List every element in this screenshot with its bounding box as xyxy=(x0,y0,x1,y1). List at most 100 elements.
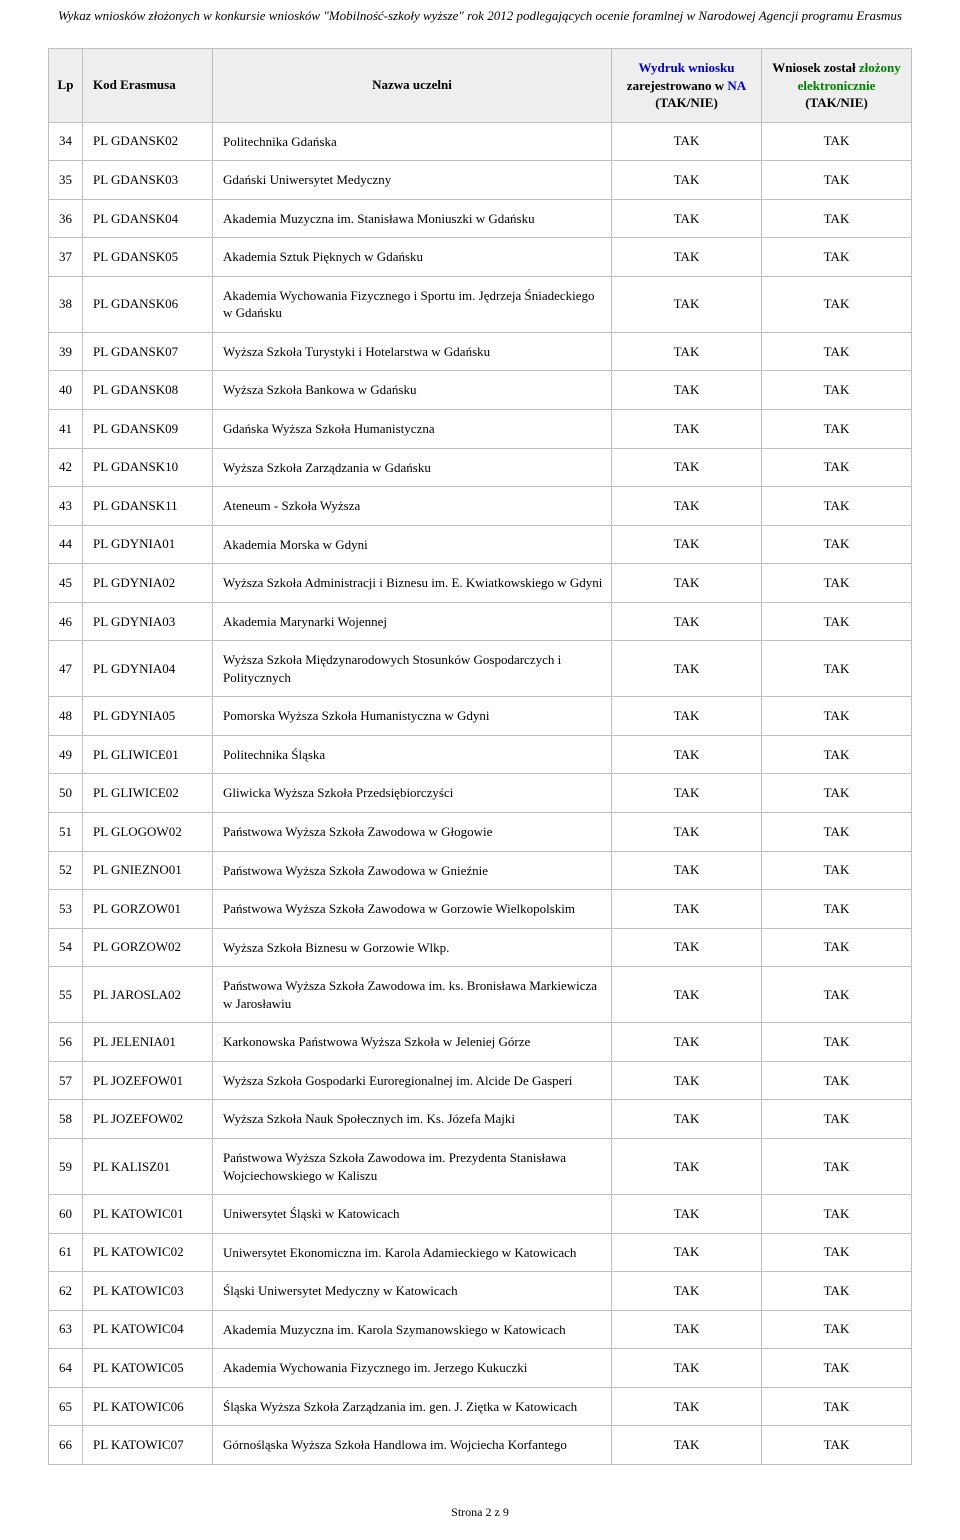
cell-code: PL GDYNIA05 xyxy=(83,697,213,736)
cell-printout: TAK xyxy=(612,967,762,1023)
cell-code: PL KATOWIC06 xyxy=(83,1387,213,1426)
cell-lp: 65 xyxy=(49,1387,83,1426)
cell-electronic: TAK xyxy=(762,813,912,852)
cell-code: PL GDYNIA03 xyxy=(83,602,213,641)
cell-printout: TAK xyxy=(612,1138,762,1194)
table-header: Lp Kod Erasmusa Nazwa uczelni Wydruk wni… xyxy=(49,49,912,123)
header-printout-l1: Wydruk wniosku xyxy=(639,60,735,75)
cell-lp: 34 xyxy=(49,122,83,161)
cell-name: Wyższa Szkoła Gospodarki Euroregionalnej… xyxy=(213,1061,612,1100)
table-row: 65PL KATOWIC06Śląska Wyższa Szkoła Zarzą… xyxy=(49,1387,912,1426)
cell-lp: 41 xyxy=(49,410,83,449)
cell-code: PL GORZOW01 xyxy=(83,890,213,929)
cell-printout: TAK xyxy=(612,928,762,967)
cell-code: PL JOZEFOW01 xyxy=(83,1061,213,1100)
cell-electronic: TAK xyxy=(762,641,912,697)
cell-lp: 36 xyxy=(49,199,83,238)
cell-code: PL GLOGOW02 xyxy=(83,813,213,852)
cell-lp: 60 xyxy=(49,1195,83,1234)
cell-name: Wyższa Szkoła Nauk Społecznych im. Ks. J… xyxy=(213,1100,612,1139)
cell-electronic: TAK xyxy=(762,890,912,929)
table-row: 64PL KATOWIC05Akademia Wychowania Fizycz… xyxy=(49,1349,912,1388)
cell-printout: TAK xyxy=(612,813,762,852)
table-row: 61PL KATOWIC02Uniwersytet Ekonomiczna im… xyxy=(49,1233,912,1272)
cell-lp: 45 xyxy=(49,564,83,603)
header-printout-l3: (TAK/NIE) xyxy=(655,95,718,110)
header-code: Kod Erasmusa xyxy=(83,49,213,123)
cell-name: Pomorska Wyższa Szkoła Humanistyczna w G… xyxy=(213,697,612,736)
table-row: 35PL GDANSK03Gdański Uniwersytet Medyczn… xyxy=(49,161,912,200)
cell-electronic: TAK xyxy=(762,1195,912,1234)
cell-code: PL GORZOW02 xyxy=(83,928,213,967)
cell-name: Wyższa Szkoła Zarządzania w Gdańsku xyxy=(213,448,612,487)
cell-name: Politechnika Gdańska xyxy=(213,122,612,161)
cell-printout: TAK xyxy=(612,602,762,641)
table-row: 49PL GLIWICE01Politechnika ŚląskaTAKTAK xyxy=(49,735,912,774)
cell-lp: 59 xyxy=(49,1138,83,1194)
cell-name: Akademia Wychowania Fizycznego im. Jerze… xyxy=(213,1349,612,1388)
cell-lp: 62 xyxy=(49,1272,83,1311)
cell-printout: TAK xyxy=(612,1387,762,1426)
cell-code: PL GDANSK07 xyxy=(83,332,213,371)
cell-code: PL GDANSK08 xyxy=(83,371,213,410)
cell-name: Górnośląska Wyższa Szkoła Handlowa im. W… xyxy=(213,1426,612,1465)
header-electronic-l3: (TAK/NIE) xyxy=(805,95,868,110)
table-row: 48PL GDYNIA05Pomorska Wyższa Szkoła Huma… xyxy=(49,697,912,736)
table-row: 34PL GDANSK02Politechnika GdańskaTAKTAK xyxy=(49,122,912,161)
table-row: 58PL JOZEFOW02Wyższa Szkoła Nauk Społecz… xyxy=(49,1100,912,1139)
cell-code: PL KATOWIC04 xyxy=(83,1310,213,1349)
cell-code: PL GDANSK06 xyxy=(83,276,213,332)
cell-printout: TAK xyxy=(612,410,762,449)
cell-lp: 64 xyxy=(49,1349,83,1388)
cell-lp: 49 xyxy=(49,735,83,774)
cell-lp: 44 xyxy=(49,525,83,564)
cell-lp: 55 xyxy=(49,967,83,1023)
cell-name: Państwowa Wyższa Szkoła Zawodowa w Gnieź… xyxy=(213,851,612,890)
cell-lp: 52 xyxy=(49,851,83,890)
cell-electronic: TAK xyxy=(762,525,912,564)
cell-code: PL GDYNIA01 xyxy=(83,525,213,564)
cell-electronic: TAK xyxy=(762,1387,912,1426)
cell-lp: 51 xyxy=(49,813,83,852)
cell-electronic: TAK xyxy=(762,1426,912,1465)
cell-name: Akademia Wychowania Fizycznego i Sportu … xyxy=(213,276,612,332)
table-row: 37PL GDANSK05Akademia Sztuk Pięknych w G… xyxy=(49,238,912,277)
cell-electronic: TAK xyxy=(762,371,912,410)
header-electronic-l2: elektronicznie xyxy=(798,78,876,93)
cell-code: PL GDANSK10 xyxy=(83,448,213,487)
header-row: Lp Kod Erasmusa Nazwa uczelni Wydruk wni… xyxy=(49,49,912,123)
cell-name: Politechnika Śląska xyxy=(213,735,612,774)
cell-printout: TAK xyxy=(612,332,762,371)
cell-lp: 42 xyxy=(49,448,83,487)
table-row: 56PL JELENIA01Karkonowska Państwowa Wyżs… xyxy=(49,1023,912,1062)
cell-name: Państwowa Wyższa Szkoła Zawodowa im. Pre… xyxy=(213,1138,612,1194)
cell-electronic: TAK xyxy=(762,564,912,603)
cell-lp: 43 xyxy=(49,487,83,526)
header-electronic-l1a: Wniosek został xyxy=(772,60,859,75)
cell-code: PL GDANSK11 xyxy=(83,487,213,526)
table-row: 63PL KATOWIC04Akademia Muzyczna im. Karo… xyxy=(49,1310,912,1349)
cell-electronic: TAK xyxy=(762,199,912,238)
cell-electronic: TAK xyxy=(762,332,912,371)
cell-code: PL GDANSK09 xyxy=(83,410,213,449)
cell-electronic: TAK xyxy=(762,602,912,641)
cell-electronic: TAK xyxy=(762,122,912,161)
table-row: 59PL KALISZ01Państwowa Wyższa Szkoła Zaw… xyxy=(49,1138,912,1194)
cell-code: PL GNIEZNO01 xyxy=(83,851,213,890)
cell-lp: 35 xyxy=(49,161,83,200)
cell-lp: 38 xyxy=(49,276,83,332)
cell-code: PL GLIWICE01 xyxy=(83,735,213,774)
cell-printout: TAK xyxy=(612,1061,762,1100)
cell-lp: 61 xyxy=(49,1233,83,1272)
cell-printout: TAK xyxy=(612,1426,762,1465)
cell-code: PL GDANSK02 xyxy=(83,122,213,161)
cell-printout: TAK xyxy=(612,1272,762,1311)
cell-printout: TAK xyxy=(612,1233,762,1272)
cell-lp: 66 xyxy=(49,1426,83,1465)
cell-lp: 47 xyxy=(49,641,83,697)
cell-name: Państwowa Wyższa Szkoła Zawodowa w Głogo… xyxy=(213,813,612,852)
data-table: Lp Kod Erasmusa Nazwa uczelni Wydruk wni… xyxy=(48,48,912,1465)
cell-name: Akademia Sztuk Pięknych w Gdańsku xyxy=(213,238,612,277)
cell-name: Śląska Wyższa Szkoła Zarządzania im. gen… xyxy=(213,1387,612,1426)
header-printout-l2b: NA xyxy=(727,78,746,93)
